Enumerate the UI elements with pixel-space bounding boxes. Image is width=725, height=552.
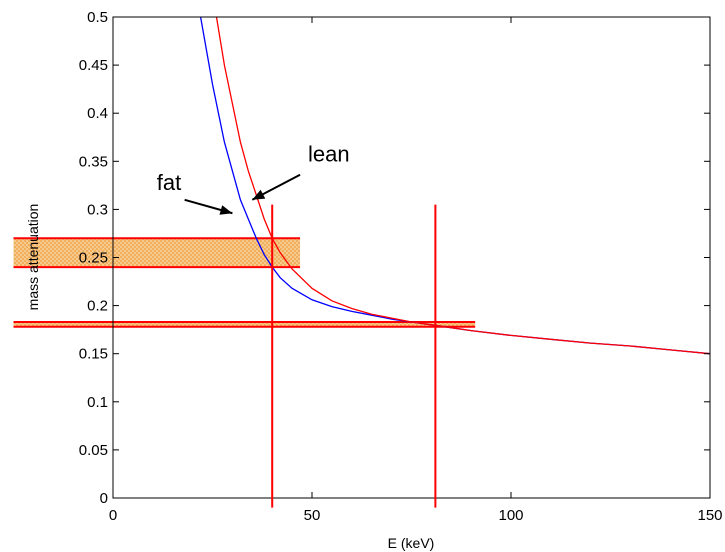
y-tick-label: 0.35	[79, 153, 108, 170]
axes-layer: 0 50 100 150 0 0.05 0.1 0.15 0.2 0.25 0.3 0.35 0.4 0.…	[79, 9, 723, 524]
y-tick-label: 0.3	[87, 201, 108, 218]
y-tick-label: 0	[100, 490, 108, 507]
y-tick-label: 0.1	[87, 394, 108, 411]
y-tick-label: 0.45	[79, 57, 108, 74]
y-tick-label: 0.5	[87, 9, 108, 26]
x-tick-label: 100	[498, 507, 523, 524]
highlight-band	[13, 238, 301, 268]
y-axis-label: mass attenuation	[25, 204, 41, 311]
band-layer	[13, 237, 476, 328]
x-tick-label: 150	[697, 507, 722, 524]
y-tick-label: 0.2	[87, 298, 108, 315]
annotation-layer: fat lean	[157, 141, 350, 215]
y-tick-label: 0.25	[79, 250, 108, 267]
annotation-arrowhead	[252, 189, 266, 200]
y-tick-label: 0.4	[87, 105, 108, 122]
y-tick-label: 0.15	[79, 346, 108, 363]
series-line-0	[199, 17, 710, 355]
x-tick-label: 50	[304, 507, 321, 524]
series-line-1	[215, 17, 710, 355]
annotation-arrowhead	[219, 205, 233, 215]
annotation-label: lean	[308, 141, 350, 166]
y-tick-label: 0.05	[79, 442, 108, 459]
annotation-label: fat	[157, 170, 181, 195]
series-layer	[199, 17, 710, 355]
x-axis-label: E (keV)	[388, 535, 435, 551]
marker-layer	[271, 204, 437, 508]
x-tick-label: 0	[109, 507, 117, 524]
highlight-band	[13, 321, 476, 327]
